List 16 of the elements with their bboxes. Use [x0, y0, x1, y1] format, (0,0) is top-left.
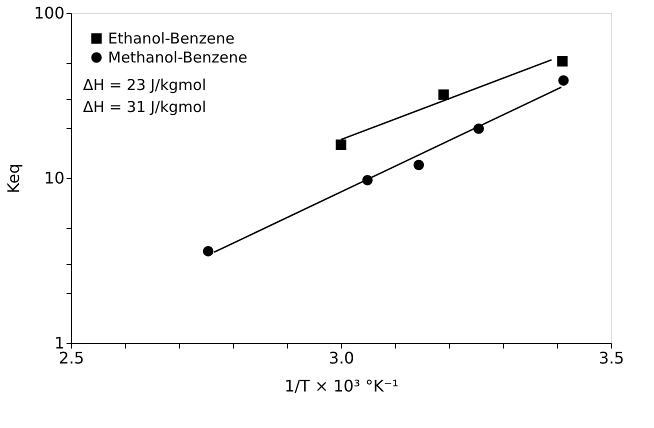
point: [438, 89, 449, 100]
y-tick-label: 10: [44, 168, 64, 188]
y-axis-title: Keq: [4, 164, 23, 194]
annotation: ΔH = 23 J/kgmol: [83, 76, 206, 94]
y-tick-label: 100: [34, 4, 64, 22]
point: [336, 140, 346, 150]
legend-label: Methanol-Benzene: [108, 48, 248, 66]
legend-label: Ethanol-Benzene: [108, 30, 235, 48]
x-tick-label: 3.5: [598, 348, 624, 368]
point: [557, 56, 568, 66]
x-tick-label: 3.0: [328, 348, 354, 368]
point: [558, 75, 569, 86]
x-axis-title: 1/T × 10³ °K⁻¹: [284, 376, 399, 396]
point: [414, 160, 424, 170]
annotation: ΔH = 31 J/kgmol: [83, 98, 206, 116]
point: [202, 246, 214, 256]
